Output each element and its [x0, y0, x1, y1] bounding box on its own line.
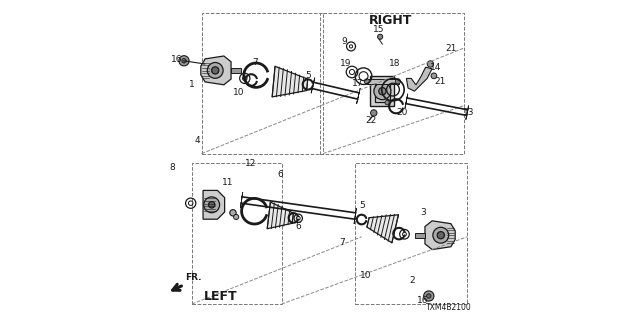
Bar — [371, 76, 394, 106]
Bar — [320, 13, 464, 154]
Circle shape — [234, 214, 239, 220]
Text: 21: 21 — [445, 44, 457, 53]
Text: 16: 16 — [417, 296, 428, 305]
Text: 8: 8 — [169, 163, 175, 172]
Circle shape — [179, 56, 189, 66]
Text: 11: 11 — [222, 178, 234, 187]
Polygon shape — [203, 190, 225, 219]
Circle shape — [431, 73, 437, 79]
Text: 22: 22 — [365, 116, 376, 125]
Text: FR.: FR. — [184, 273, 201, 282]
Text: 19: 19 — [340, 59, 351, 68]
Polygon shape — [272, 66, 308, 97]
Circle shape — [379, 88, 386, 95]
Bar — [365, 79, 399, 84]
Text: 5: 5 — [305, 71, 311, 80]
Text: 20: 20 — [396, 108, 407, 117]
Polygon shape — [367, 215, 399, 243]
Text: 15: 15 — [372, 25, 384, 34]
Text: 16: 16 — [171, 55, 182, 64]
Text: 10: 10 — [233, 88, 244, 97]
Text: 4: 4 — [195, 136, 200, 145]
Text: 21: 21 — [435, 77, 446, 86]
Text: 5: 5 — [360, 201, 365, 210]
Bar — [192, 163, 282, 304]
Text: 3: 3 — [420, 208, 426, 217]
Circle shape — [182, 59, 186, 63]
Text: LEFT: LEFT — [204, 290, 237, 302]
Text: 17: 17 — [352, 79, 364, 88]
Bar — [202, 13, 323, 154]
Text: 9: 9 — [341, 37, 347, 46]
Text: RIGHT: RIGHT — [369, 14, 412, 27]
Circle shape — [371, 110, 377, 116]
Text: 1: 1 — [189, 80, 194, 89]
Circle shape — [428, 61, 434, 67]
Circle shape — [396, 79, 401, 84]
Polygon shape — [356, 88, 360, 104]
Polygon shape — [466, 106, 468, 120]
Circle shape — [209, 202, 215, 208]
Circle shape — [374, 83, 391, 100]
Circle shape — [204, 197, 220, 213]
Text: 6: 6 — [277, 170, 283, 179]
Polygon shape — [267, 202, 293, 229]
Text: 6: 6 — [296, 222, 301, 231]
Circle shape — [212, 67, 219, 74]
Polygon shape — [354, 208, 356, 224]
Bar — [355, 163, 467, 304]
Circle shape — [433, 227, 449, 243]
Text: 10: 10 — [360, 271, 371, 280]
Circle shape — [437, 232, 444, 239]
Bar — [231, 68, 241, 73]
Polygon shape — [406, 67, 432, 91]
Circle shape — [378, 34, 383, 39]
Text: 7: 7 — [253, 58, 258, 67]
Text: 14: 14 — [430, 63, 442, 72]
Circle shape — [364, 79, 369, 84]
Circle shape — [230, 210, 236, 216]
Polygon shape — [201, 56, 231, 85]
Polygon shape — [405, 94, 408, 108]
Text: 13: 13 — [463, 108, 474, 116]
Text: 18: 18 — [389, 59, 400, 68]
Circle shape — [426, 294, 431, 298]
Text: TXM4B2100: TXM4B2100 — [426, 303, 472, 312]
Text: 7: 7 — [340, 238, 345, 247]
Polygon shape — [425, 221, 455, 250]
Polygon shape — [311, 78, 315, 93]
Polygon shape — [241, 192, 243, 208]
Circle shape — [424, 291, 434, 301]
Text: 2: 2 — [410, 276, 415, 285]
Bar — [415, 233, 425, 238]
Text: 12: 12 — [244, 159, 256, 168]
Circle shape — [207, 62, 223, 78]
Circle shape — [385, 100, 389, 105]
